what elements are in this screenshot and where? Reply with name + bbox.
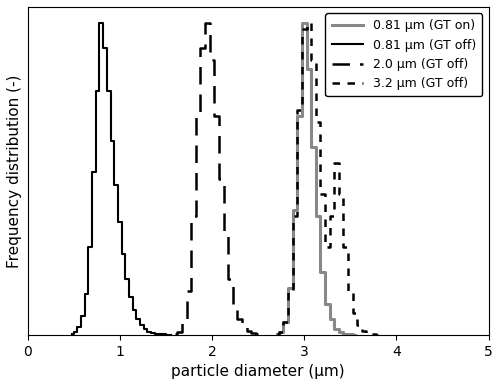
- Y-axis label: Frequency distribution (-): Frequency distribution (-): [7, 74, 22, 267]
- X-axis label: particle diameter (μm): particle diameter (μm): [172, 364, 345, 379]
- Legend: 0.81 μm (GT on), 0.81 μm (GT off), 2.0 μm (GT off), 3.2 μm (GT off): 0.81 μm (GT on), 0.81 μm (GT off), 2.0 μ…: [326, 13, 482, 96]
